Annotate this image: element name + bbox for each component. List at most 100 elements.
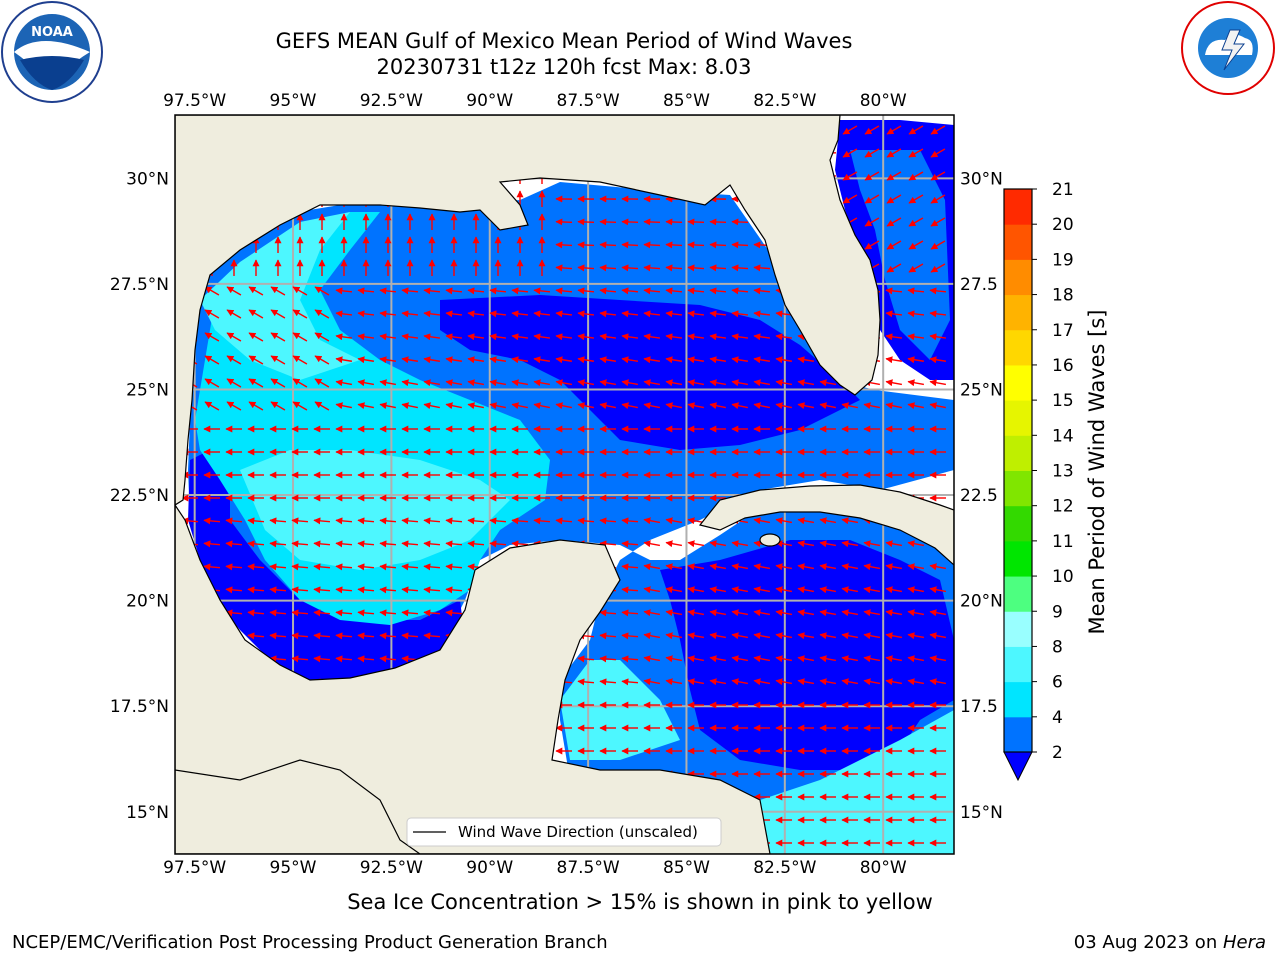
wave-direction-arrow bbox=[643, 586, 661, 594]
wave-direction-arrow bbox=[731, 678, 749, 686]
wave-direction-arrow bbox=[204, 286, 220, 296]
wave-direction-arrow bbox=[841, 609, 859, 617]
wave-direction-arrow bbox=[445, 517, 463, 525]
wave-direction-arrow bbox=[863, 609, 881, 617]
wave-direction-arrow bbox=[885, 333, 903, 341]
wave-direction-arrow bbox=[621, 632, 639, 640]
wave-direction-arrow bbox=[929, 632, 947, 640]
colorbar-segment bbox=[1004, 224, 1032, 260]
wave-direction-arrow bbox=[533, 517, 551, 525]
wave-direction-arrow bbox=[665, 264, 683, 272]
wave-direction-arrow bbox=[248, 401, 264, 411]
wave-direction-arrow bbox=[599, 609, 617, 617]
wave-direction-arrow bbox=[247, 540, 265, 548]
wave-direction-arrow bbox=[577, 356, 595, 364]
wave-direction-arrow bbox=[401, 356, 419, 364]
wave-direction-arrow bbox=[886, 194, 902, 204]
wave-direction-arrow bbox=[292, 355, 308, 365]
wave-direction-arrow bbox=[357, 333, 375, 341]
wave-direction-arrow bbox=[467, 379, 484, 387]
wave-direction-arrow bbox=[621, 310, 639, 318]
wave-direction-arrow bbox=[775, 333, 793, 341]
wave-direction-arrow bbox=[599, 218, 617, 226]
wave-direction-arrow bbox=[621, 678, 639, 686]
wave-direction-arrow bbox=[291, 586, 309, 594]
wave-direction-arrow bbox=[577, 678, 595, 686]
wave-direction-arrow bbox=[929, 678, 947, 686]
colorbar-tick-label: 20 bbox=[1052, 215, 1074, 235]
legend-label: Wind Wave Direction (unscaled) bbox=[458, 823, 698, 841]
wave-direction-arrow bbox=[885, 402, 902, 410]
wave-direction-arrow bbox=[863, 402, 880, 410]
wave-direction-arrow bbox=[930, 148, 946, 158]
wave-direction-arrow bbox=[357, 563, 375, 571]
wave-direction-arrow bbox=[270, 286, 286, 296]
wave-direction-arrow bbox=[929, 563, 947, 571]
wave-direction-arrow bbox=[753, 264, 771, 272]
wave-direction-arrow bbox=[907, 333, 925, 341]
wave-direction-arrow bbox=[577, 379, 594, 387]
colorbar: 2 4 6 8 9 10 11 12 13 14 15 16 17 18 19 20 21 bbox=[1003, 180, 1074, 782]
lon-tick-top: 95°W bbox=[270, 91, 317, 111]
wave-direction-arrow bbox=[687, 402, 704, 410]
wave-direction-arrow bbox=[907, 678, 925, 686]
wave-direction-arrow bbox=[533, 402, 550, 410]
wave-direction-arrow bbox=[819, 609, 837, 617]
wave-direction-arrow bbox=[864, 194, 880, 204]
wave-direction-arrow bbox=[797, 586, 815, 594]
colorbar-segment bbox=[1004, 576, 1032, 612]
wave-direction-arrow bbox=[907, 655, 925, 663]
wave-direction-arrow bbox=[292, 378, 308, 388]
wave-direction-arrow bbox=[643, 333, 661, 341]
wave-direction-arrow bbox=[247, 517, 265, 525]
wave-direction-arrow bbox=[314, 355, 330, 365]
wave-direction-arrow bbox=[511, 402, 528, 410]
wave-direction-arrow bbox=[445, 287, 463, 295]
wave-direction-arrow bbox=[269, 540, 287, 548]
field-lt2s-caribbean bbox=[660, 540, 954, 770]
wave-direction-arrow bbox=[445, 609, 463, 617]
colorbar-segment bbox=[1004, 505, 1032, 542]
wave-direction-arrow bbox=[621, 609, 639, 617]
field-6-8s-caribbean-south bbox=[760, 710, 954, 854]
lon-tick-bottom: 90°W bbox=[466, 858, 513, 878]
wave-direction-arrow bbox=[467, 517, 485, 525]
colorbar-tick-label: 2 bbox=[1052, 743, 1063, 763]
wave-direction-arrow bbox=[885, 586, 903, 594]
wave-direction-arrow bbox=[313, 609, 331, 617]
lat-tick-right: 30°N bbox=[960, 169, 1003, 189]
wave-direction-arrow bbox=[885, 609, 903, 617]
noaa-logo-text: NOAA bbox=[31, 25, 73, 40]
wave-direction-arrow bbox=[709, 241, 727, 249]
wave-direction-arrow bbox=[731, 241, 749, 249]
wave-direction-arrow bbox=[379, 655, 397, 663]
wave-direction-arrow bbox=[379, 287, 397, 295]
wave-direction-arrow bbox=[709, 678, 727, 686]
wave-direction-arrow bbox=[511, 310, 529, 318]
wave-direction-arrow bbox=[555, 402, 572, 410]
wave-direction-arrow bbox=[335, 655, 353, 663]
wave-direction-arrow bbox=[709, 287, 727, 295]
wave-direction-arrow bbox=[467, 310, 485, 318]
lat-tick-right: 20°N bbox=[960, 592, 1003, 612]
land-north-america bbox=[175, 115, 881, 506]
wave-direction-arrow bbox=[753, 632, 771, 640]
wave-direction-arrow bbox=[863, 632, 881, 640]
wave-direction-arrow bbox=[248, 355, 264, 365]
wave-direction-arrow bbox=[248, 286, 264, 296]
wave-direction-arrow bbox=[292, 332, 308, 342]
wave-direction-arrow bbox=[226, 309, 242, 319]
wave-direction-arrow bbox=[665, 655, 683, 663]
wave-direction-arrow bbox=[314, 401, 330, 411]
wave-direction-arrow bbox=[357, 517, 375, 525]
wave-direction-arrow bbox=[797, 402, 814, 410]
wave-direction-arrow bbox=[423, 586, 441, 594]
wave-direction-arrow bbox=[930, 263, 946, 273]
colorbar-tick-label: 4 bbox=[1052, 708, 1063, 728]
wave-direction-arrow bbox=[665, 218, 683, 226]
map-title: GEFS MEAN Gulf of Mexico Mean Period of … bbox=[275, 29, 853, 53]
wave-direction-arrow bbox=[511, 540, 529, 548]
wave-direction-arrow bbox=[842, 125, 858, 135]
wave-direction-arrow bbox=[225, 609, 243, 617]
wave-direction-arrow bbox=[533, 287, 551, 295]
